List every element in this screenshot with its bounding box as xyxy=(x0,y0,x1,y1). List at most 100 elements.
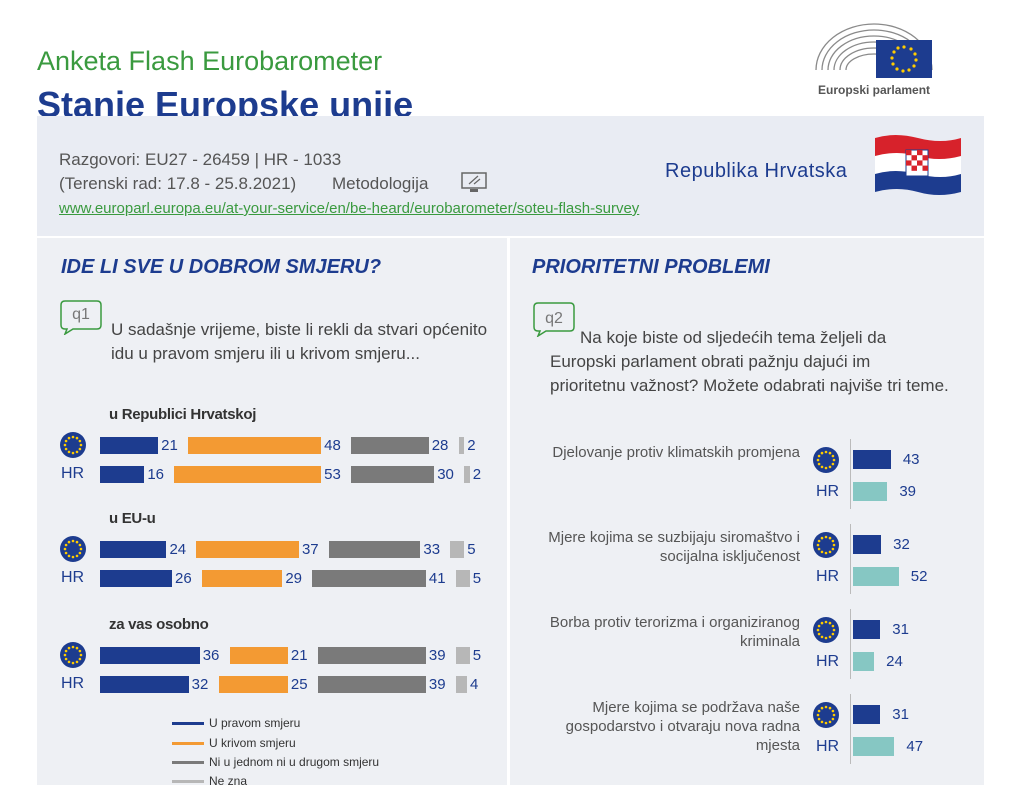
bar-right xyxy=(100,676,189,693)
row-label-hr: HR xyxy=(816,568,840,585)
bar-eu xyxy=(853,535,882,554)
value-label-hr: 24 xyxy=(886,653,903,670)
value-label-right: 16 xyxy=(147,466,164,483)
bar-neither xyxy=(351,466,435,483)
value-label-right: 36 xyxy=(202,647,220,664)
left-panel: IDE LI SVE U DOBROM SMJERU? q1 U sadašnj… xyxy=(37,238,507,785)
bar-wrong xyxy=(218,676,288,693)
country-name: Republika Hrvatska xyxy=(665,160,848,182)
eu-flag-icon xyxy=(813,447,839,473)
row-label-hr: HR xyxy=(61,675,85,692)
eu-flag-icon xyxy=(813,617,839,643)
value-label-dontknow: 2 xyxy=(467,437,476,454)
value-label-wrong: 29 xyxy=(285,570,303,587)
value-label-wrong: 37 xyxy=(301,541,319,558)
row-label-hr: HR xyxy=(816,483,840,500)
group-label: za vas osobno xyxy=(109,616,209,633)
bar-dontknow xyxy=(455,570,470,587)
value-label-dontknow: 2 xyxy=(472,466,482,483)
question-label: q2 xyxy=(545,310,563,327)
row-label-hr: HR xyxy=(816,738,840,755)
speech-bubble-icon xyxy=(533,302,575,337)
topic-label: Mjere kojima se suzbijaju siromaštvo i s… xyxy=(548,529,800,565)
axis-line xyxy=(850,524,851,594)
value-label-right: 32 xyxy=(191,676,209,693)
value-label-hr: 52 xyxy=(910,568,928,585)
left-question-text: U sadašnje vrijeme, biste li rekli da st… xyxy=(111,320,488,363)
axis-line xyxy=(850,694,851,764)
value-label-hr: 47 xyxy=(906,738,924,755)
bar-eu xyxy=(853,705,881,724)
survey-link[interactable]: www.europarl.europa.eu/at-your-service/e… xyxy=(59,200,640,217)
eu-flag-icon xyxy=(60,642,86,668)
bar-neither xyxy=(317,647,426,664)
eu-flag-icon xyxy=(813,532,839,558)
legend-swatch-neither xyxy=(172,761,204,764)
value-label-neither: 41 xyxy=(428,570,446,587)
question-label: q1 xyxy=(72,306,90,323)
legend-swatch-dontknow xyxy=(172,780,204,783)
bar-wrong xyxy=(202,570,283,587)
croatia-flag-icon xyxy=(875,135,961,195)
bar-hr xyxy=(853,482,888,501)
bar-wrong xyxy=(196,541,299,558)
bar-right xyxy=(100,437,159,454)
value-label-wrong: 48 xyxy=(324,437,341,454)
bar-wrong xyxy=(188,437,322,454)
value-label-eu: 31 xyxy=(892,621,909,638)
value-label-neither: 33 xyxy=(423,541,441,558)
methodology-link[interactable]: Metodologija xyxy=(332,174,429,193)
right-question-text: Na koje biste od sljedećih tema željeli … xyxy=(550,328,949,395)
bar-right xyxy=(100,647,200,664)
value-label-neither: 39 xyxy=(428,676,446,693)
row-label-hr: HR xyxy=(816,653,840,670)
speech-bubble-icon xyxy=(60,300,102,335)
bar-eu xyxy=(853,450,891,469)
value-label-dontknow: 5 xyxy=(472,647,482,664)
legend-label-wrong: U krivom smjeru xyxy=(209,736,296,750)
eu-flag-icon xyxy=(60,536,86,562)
axis-line xyxy=(850,439,851,509)
right-section-title: PRIORITETNI PROBLEMI xyxy=(532,256,770,278)
value-label-eu: 31 xyxy=(892,706,909,723)
bar-neither xyxy=(312,570,426,587)
value-label-right: 21 xyxy=(161,437,178,454)
bar-right xyxy=(100,570,173,587)
bar-dontknow xyxy=(464,466,470,483)
bar-hr xyxy=(853,652,875,671)
value-label-right: 24 xyxy=(169,541,187,558)
eu-flag-icon xyxy=(813,702,839,728)
topic-label: Mjere kojima se podržava naše gospodarst… xyxy=(565,699,800,754)
value-label-wrong: 53 xyxy=(324,466,341,483)
interviews-info: Razgovori: EU27 - 26459 | HR - 1033 xyxy=(59,150,342,169)
value-label-eu: 43 xyxy=(902,451,920,468)
bar-dontknow xyxy=(455,647,470,664)
bar-eu xyxy=(853,620,881,639)
bar-neither xyxy=(317,676,426,693)
fieldwork-info: (Terenski rad: 17.8 - 25.8.2021) xyxy=(59,174,297,193)
right-panel: PRIORITETNI PROBLEMI q2 Na koje biste od… xyxy=(510,238,984,785)
row-label-hr: HR xyxy=(61,569,85,586)
value-label-dontknow: 5 xyxy=(472,570,482,587)
bar-wrong xyxy=(174,466,322,483)
value-label-right: 26 xyxy=(175,570,192,587)
bar-dontknow xyxy=(455,676,467,693)
bar-neither xyxy=(328,541,421,558)
legend-swatch-wrong xyxy=(172,742,204,745)
bar-neither xyxy=(351,437,429,454)
value-label-eu: 32 xyxy=(893,536,910,553)
axis-line xyxy=(850,609,851,679)
value-label-dontknow: 5 xyxy=(467,541,476,558)
bar-right xyxy=(100,541,167,558)
bar-hr xyxy=(853,737,895,756)
legend-label-neither: Ni u jednom ni u drugom smjeru xyxy=(209,755,380,769)
monitor-icon[interactable] xyxy=(460,172,488,194)
left-section-title: IDE LI SVE U DOBROM SMJERU? xyxy=(61,256,382,278)
value-label-dontknow: 4 xyxy=(470,676,479,693)
topic-label: Borba protiv terorizma i organiziranog k… xyxy=(549,614,800,650)
value-label-neither: 30 xyxy=(437,466,454,483)
logo-text: Europski parlament xyxy=(818,83,931,97)
header-subtitle: Anketa Flash Eurobarometer xyxy=(37,46,383,76)
value-label-neither: 39 xyxy=(428,647,446,664)
eu-flag-icon xyxy=(60,432,86,458)
